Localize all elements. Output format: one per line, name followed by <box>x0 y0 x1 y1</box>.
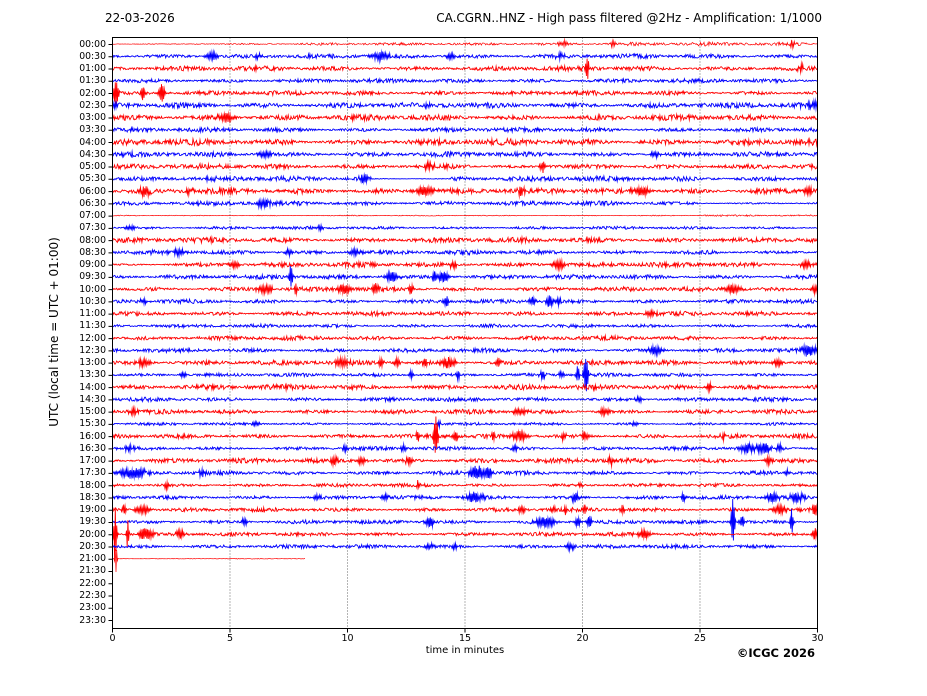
y-tick-label: 18:30 <box>79 491 106 503</box>
y-tick-label: 16:00 <box>79 430 106 442</box>
y-tick-label: 11:30 <box>79 320 106 332</box>
x-tick-label: 20 <box>576 633 589 644</box>
y-tick-label: 14:00 <box>79 381 106 393</box>
y-tick-label: 05:00 <box>79 161 106 173</box>
y-tick-label: 21:30 <box>79 565 106 577</box>
plot-title: CA.CGRN..HNZ - High pass filtered @2Hz -… <box>436 11 822 25</box>
y-tick-label: 10:30 <box>79 295 106 307</box>
y-tick-label: 13:00 <box>79 357 106 369</box>
y-tick-label: 00:00 <box>79 38 106 50</box>
x-tick-label: 10 <box>341 633 354 644</box>
y-tick-label: 00:30 <box>79 50 106 62</box>
y-tick-label: 02:00 <box>79 87 106 99</box>
y-tick-label: 07:30 <box>79 222 106 234</box>
y-tick-label: 17:00 <box>79 455 106 467</box>
date-label: 22-03-2026 <box>105 11 175 25</box>
y-tick-label: 23:00 <box>79 602 106 614</box>
y-tick-label: 23:30 <box>79 614 106 626</box>
y-tick-label: 19:30 <box>79 516 106 528</box>
y-tick-label: 19:00 <box>79 504 106 516</box>
y-tick-label: 17:30 <box>79 467 106 479</box>
x-tick-label: 0 <box>109 633 116 644</box>
copyright-label: ©ICGC 2026 <box>736 646 815 660</box>
y-tick-label: 22:00 <box>79 577 106 589</box>
y-tick-label: 06:30 <box>79 197 106 209</box>
y-tick-label: 15:00 <box>79 406 106 418</box>
y-tick-label: 13:30 <box>79 369 106 381</box>
y-tick-label: 08:00 <box>79 234 106 246</box>
y-tick-label: 08:30 <box>79 246 106 258</box>
y-tick-label: 02:30 <box>79 99 106 111</box>
y-tick-label: 07:00 <box>79 210 106 222</box>
x-tick-label: 15 <box>458 633 472 644</box>
y-tick-label: 20:00 <box>79 528 106 540</box>
y-tick-label: 09:30 <box>79 271 106 283</box>
y-axis-label: UTC (local time = UTC + 01:00) <box>47 237 61 427</box>
y-tick-label: 22:30 <box>79 589 106 601</box>
y-tick-label: 12:00 <box>79 332 106 344</box>
y-tick-label: 12:30 <box>79 344 106 356</box>
y-tick-label: 15:30 <box>79 418 106 430</box>
y-tick-label: 16:30 <box>79 442 106 454</box>
y-tick-label: 18:00 <box>79 479 106 491</box>
y-tick-label: 01:30 <box>79 75 106 87</box>
x-tick-label: 5 <box>226 633 234 644</box>
y-tick-label: 21:00 <box>79 553 106 565</box>
y-tick-label: 06:00 <box>79 185 106 197</box>
y-tick-label: 10:00 <box>79 283 106 295</box>
y-tick-label: 14:30 <box>79 393 106 405</box>
y-tick-label: 05:30 <box>79 173 106 185</box>
y-tick-label: 11:00 <box>79 308 106 320</box>
y-tick-label: 03:00 <box>79 112 106 124</box>
y-tick-label: 09:00 <box>79 259 106 271</box>
x-tick-label: 30 <box>811 633 824 644</box>
x-tick-label: 25 <box>693 633 707 644</box>
y-tick-label: 03:30 <box>79 124 106 136</box>
x-axis-label: time in minutes <box>425 645 505 656</box>
y-tick-label: 20:30 <box>79 540 106 552</box>
y-tick-label: 04:30 <box>79 148 106 160</box>
y-tick-label: 01:00 <box>79 63 106 74</box>
y-tick-label: 04:00 <box>79 136 106 148</box>
